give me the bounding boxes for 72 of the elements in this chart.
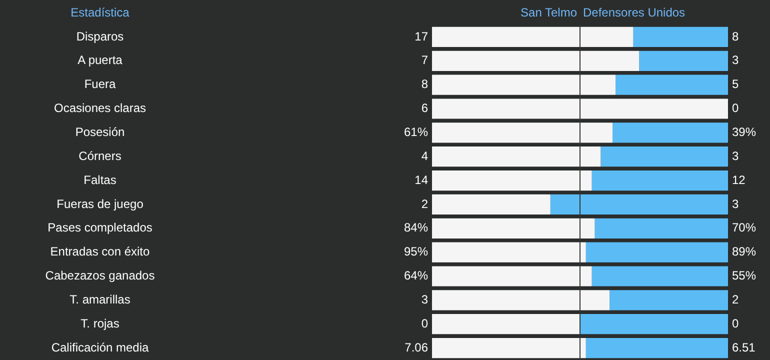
bar (432, 194, 550, 215)
text: 0 (732, 316, 739, 330)
y-tick-label: Cabezazos ganados (45, 268, 155, 283)
bar (639, 50, 728, 71)
bar (610, 290, 728, 310)
y-tick-label: Córners (78, 148, 122, 163)
text: 17 (414, 29, 428, 44)
bar (616, 74, 728, 95)
bar (432, 26, 634, 48)
text: 5 (732, 77, 739, 92)
text: 14 (414, 172, 428, 187)
y-tick-label: Disparos (76, 29, 124, 44)
y-tick-label: Calificación media (51, 340, 150, 354)
y-tick-label: Pases completados (48, 220, 152, 235)
text: 6.51 (732, 340, 756, 354)
text: 6 (421, 101, 428, 116)
bar (432, 314, 580, 334)
bar (432, 290, 610, 310)
text: 12 (732, 172, 746, 187)
bar (432, 338, 586, 358)
bar (633, 26, 728, 48)
y-tick-label: T. rojas (80, 316, 120, 330)
text: 7 (421, 53, 428, 68)
y-tick-label: Posesión (75, 124, 125, 139)
text: 7.06 (404, 340, 428, 354)
text: 84% (404, 220, 428, 235)
text: 89% (732, 244, 756, 259)
text: 61% (404, 124, 428, 139)
bar (592, 170, 728, 191)
text: 55% (732, 268, 756, 283)
bar (612, 122, 728, 143)
y-tick-label: Faltas (84, 172, 116, 187)
bar (580, 314, 728, 334)
bar (432, 170, 592, 191)
bar (432, 146, 601, 167)
text: 8 (421, 77, 428, 92)
text: 8 (732, 29, 739, 44)
text: Estadística (70, 5, 130, 20)
bar (600, 146, 728, 167)
bar (550, 194, 728, 215)
bar (586, 242, 728, 262)
text: 3 (732, 196, 739, 211)
bar (432, 74, 616, 95)
text: 64% (404, 268, 428, 283)
text: 0 (732, 101, 739, 116)
bar (592, 266, 728, 286)
text: 4 (421, 148, 428, 163)
text: 3 (732, 148, 739, 163)
text: 0 (421, 316, 428, 330)
bar (432, 242, 586, 262)
text: 2 (421, 196, 428, 211)
y-tick-label: A puerta (78, 53, 123, 68)
text: 39% (732, 124, 756, 139)
text: 2 (732, 292, 739, 306)
text: 3 (421, 292, 428, 306)
text: 3 (732, 53, 739, 68)
bar (432, 122, 613, 143)
y-tick-label: Fuera (84, 77, 116, 92)
bar (432, 50, 640, 71)
y-tick-label: Ocasiones claras (54, 101, 146, 116)
y-tick-label: T. amarillas (70, 292, 130, 306)
bar (432, 218, 595, 238)
bar (594, 218, 728, 238)
bar (432, 98, 728, 119)
text: 70% (732, 220, 756, 235)
y-tick-label: Entradas con éxito (50, 244, 150, 259)
text: 95% (404, 244, 428, 259)
bar (432, 266, 592, 286)
bar (586, 338, 728, 358)
series-label: Defensores Unidos (583, 5, 686, 20)
series-label: San Telmo (520, 5, 578, 20)
y-tick-label: Fueras de juego (56, 196, 144, 211)
